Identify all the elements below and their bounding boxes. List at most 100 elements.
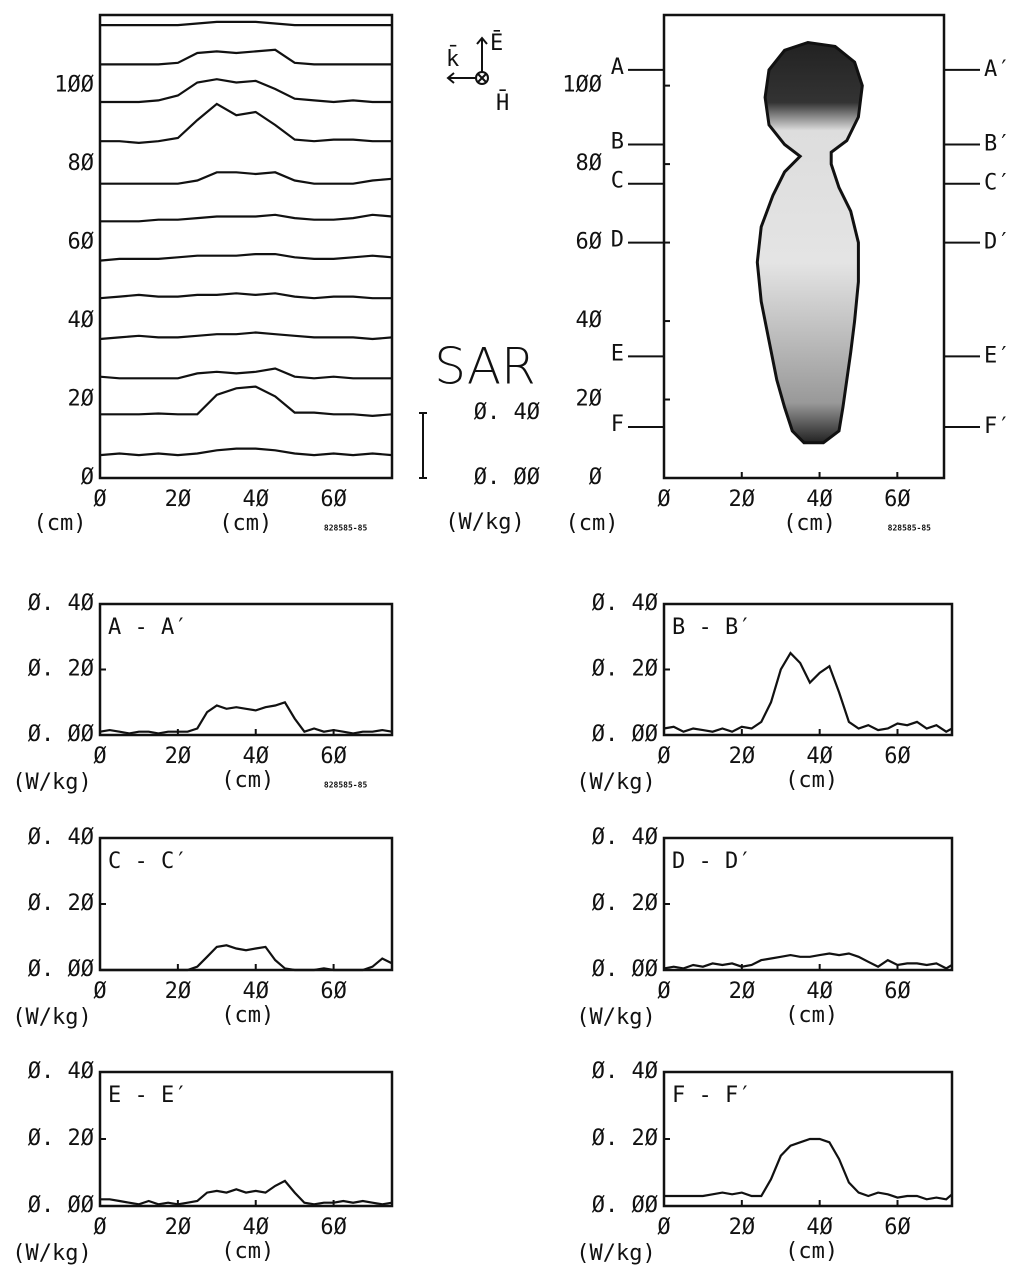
x-axis-label: (cm) — [783, 511, 836, 536]
x-axis-label: (cm) — [221, 1239, 274, 1264]
y-axis-label: (cm) — [34, 511, 87, 536]
scale-tick-label: Ø. ØØ — [474, 465, 540, 490]
y-tick-label: Ø — [81, 465, 94, 490]
section-label: F′ — [984, 414, 1011, 439]
profile-fill — [100, 448, 392, 478]
x-axis-label: (cm) — [219, 511, 272, 536]
section-label: B′ — [984, 131, 1011, 156]
profile-line — [100, 78, 392, 104]
x-tick-label: 4Ø — [242, 744, 269, 769]
y-tick-label: Ø. 4Ø — [592, 825, 658, 850]
x-tick-label: 4Ø — [242, 1215, 269, 1240]
y-tick-label: Ø. 4Ø — [28, 825, 94, 850]
y-tick-label: Ø. 2Ø — [592, 657, 658, 682]
profile-line — [99, 447, 393, 457]
x-tick-label: 2Ø — [165, 1215, 192, 1240]
chart-title: B - B′ — [672, 615, 751, 640]
y-tick-label: 1ØØ — [54, 73, 94, 98]
x-tick-label: Ø — [93, 1215, 106, 1240]
plot-frame — [98, 13, 394, 480]
plot-frame — [662, 836, 954, 972]
plot-frame — [98, 836, 394, 972]
sar-profile — [99, 700, 393, 735]
y-tick-label: 6Ø — [576, 230, 603, 255]
x-tick-label: 2Ø — [165, 979, 192, 1004]
section-label: C — [611, 169, 624, 194]
profile-line — [100, 213, 393, 223]
x-tick-label: 2Ø — [729, 487, 756, 512]
section-label: D′ — [984, 230, 1011, 255]
y-axis-label: (W/kg) — [12, 1241, 91, 1266]
y-tick-label: 4Ø — [576, 308, 603, 333]
y-tick-label: 1ØØ — [562, 73, 602, 98]
direction-icon — [446, 36, 489, 85]
sar-profile — [100, 944, 393, 972]
y-tick-label: Ø. 2Ø — [28, 891, 94, 916]
wave-vector-label: k̄ — [446, 45, 459, 72]
section-label: F — [611, 412, 624, 437]
x-tick-label: 6Ø — [884, 979, 911, 1004]
chart-title: E - E′ — [108, 1083, 187, 1108]
sar-profile — [100, 1179, 393, 1206]
body-outline — [755, 40, 864, 445]
x-tick-label: 4Ø — [806, 979, 833, 1004]
scale-unit: (W/kg) — [445, 510, 524, 535]
chart-title: C - C′ — [108, 849, 187, 874]
y-tick-label: 8Ø — [68, 151, 95, 176]
y-tick-label: Ø. 4Ø — [592, 591, 658, 616]
x-tick-label: 4Ø — [806, 744, 833, 769]
y-axis-label: (W/kg) — [576, 1005, 655, 1030]
y-tick-label: Ø. ØØ — [28, 722, 94, 747]
y-tick-label: 8Ø — [576, 151, 603, 176]
y-tick-label: Ø. 2Ø — [592, 1126, 658, 1151]
y-tick-label: Ø. ØØ — [592, 957, 658, 982]
x-tick-label: Ø — [93, 979, 106, 1004]
x-axis-label: (cm) — [785, 1239, 838, 1264]
profile-line — [100, 171, 393, 185]
scale-title: SAR — [434, 338, 536, 396]
section-label: E — [611, 341, 624, 366]
x-tick-label: Ø — [657, 1215, 670, 1240]
e-field-label: Ē — [490, 31, 503, 56]
sar-profile — [663, 952, 953, 970]
x-tick-label: 6Ø — [320, 487, 347, 512]
y-axis-label: (W/kg) — [576, 1241, 655, 1266]
x-tick-label: 6Ø — [320, 979, 347, 1004]
x-tick-label: 6Ø — [320, 1215, 347, 1240]
y-tick-label: Ø — [589, 465, 602, 490]
y-tick-label: 6Ø — [68, 230, 95, 255]
x-tick-label: 4Ø — [806, 487, 833, 512]
section-label: D — [611, 228, 624, 253]
chart-title: A - A′ — [108, 615, 187, 640]
x-tick-label: 6Ø — [884, 487, 911, 512]
x-axis-label: (cm) — [221, 1003, 274, 1028]
y-tick-label: 2Ø — [576, 387, 603, 412]
sar-profile — [663, 651, 953, 733]
y-axis-label: (W/kg) — [12, 770, 91, 795]
x-tick-label: 2Ø — [165, 487, 192, 512]
stamp: 828585-85 — [888, 524, 932, 533]
profile-line — [100, 20, 392, 27]
y-axis-label: (W/kg) — [576, 770, 655, 795]
section-label: A′ — [984, 57, 1011, 82]
x-tick-label: Ø — [93, 744, 106, 769]
x-tick-label: 4Ø — [242, 979, 269, 1004]
profile-line — [99, 253, 393, 262]
x-tick-label: Ø — [657, 744, 670, 769]
profile-line — [99, 292, 392, 300]
y-tick-label: Ø. ØØ — [28, 957, 94, 982]
stamp: 828585-85 — [324, 781, 368, 790]
profile-line — [100, 102, 392, 145]
y-tick-label: Ø. 4Ø — [28, 591, 94, 616]
y-tick-label: Ø. 2Ø — [592, 891, 658, 916]
y-tick-label: Ø. 4Ø — [28, 1059, 94, 1084]
x-tick-label: 6Ø — [884, 744, 911, 769]
stamp: 828585-85 — [324, 524, 368, 533]
y-tick-label: Ø. ØØ — [28, 1193, 94, 1218]
y-tick-label: Ø. ØØ — [592, 722, 658, 747]
x-tick-label: 4Ø — [242, 487, 269, 512]
section-label: E′ — [984, 343, 1011, 368]
section-label: C′ — [984, 171, 1011, 196]
section-label: B — [611, 129, 624, 154]
